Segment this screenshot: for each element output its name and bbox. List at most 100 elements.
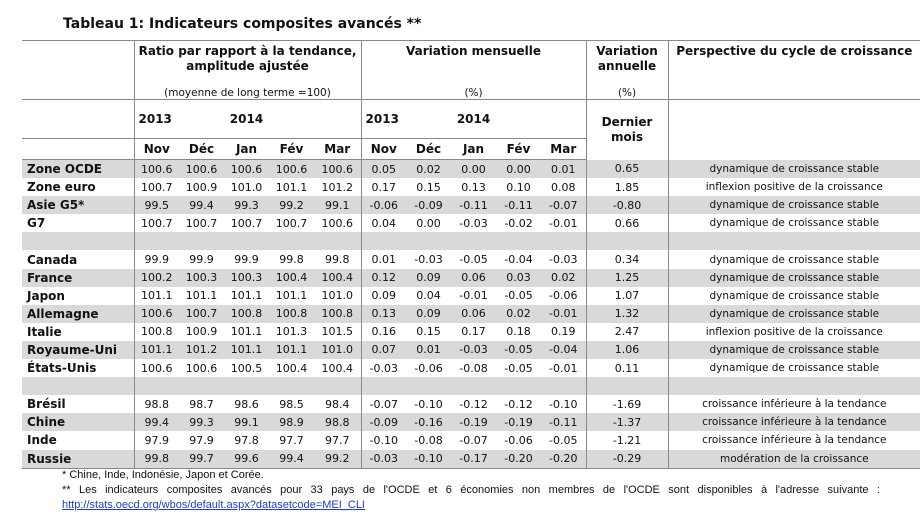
ratio-cell: 99.8 <box>279 253 304 267</box>
country-name: Allemagne <box>22 304 134 323</box>
ratio-cell: 100.6 <box>321 216 354 230</box>
variation-cell: -0.10 <box>360 431 407 450</box>
ratio-cell: 100.7 <box>133 178 179 197</box>
variation-cell: 0.16 <box>360 322 407 341</box>
ratio-cell: 100.6 <box>133 304 179 323</box>
variation-cell: -0.20 <box>541 449 587 469</box>
ratio-cell: 99.3 <box>224 196 269 215</box>
variation-cell: -0.07 <box>360 395 407 414</box>
perspective-cell: dynamique de croissance stable <box>667 214 920 233</box>
variation-cell: -0.12 <box>459 397 488 411</box>
ratio-cell: 101.1 <box>185 289 218 303</box>
ratio-cell: 100.4 <box>321 361 354 375</box>
ratio-cell: 98.8 <box>314 413 362 432</box>
ratio-cell: 97.9 <box>133 431 179 450</box>
table-row: G7 100.7 100.7 100.7 100.7 100.6 0.04 0.00 -0.… <box>22 214 920 233</box>
ratio-cell: 99.3 <box>179 413 224 432</box>
ratio-cell: 100.3 <box>179 268 224 287</box>
ratio-cell: 99.7 <box>179 449 224 469</box>
country-name: Brésil <box>27 397 66 412</box>
ratio-cell: 101.3 <box>275 325 308 339</box>
ratio-cell: 101.0 <box>321 289 354 303</box>
month-header: Mar <box>314 138 362 160</box>
variation-cell: 0.03 <box>496 268 542 287</box>
variation-cell: -0.01 <box>541 304 587 323</box>
ratio-cell: 100.7 <box>185 216 218 230</box>
variation-cell: -0.10 <box>406 449 452 469</box>
ratio-cell: 101.0 <box>314 340 362 360</box>
variation-cell: -0.05 <box>504 289 533 303</box>
variation-cell: 0.06 <box>451 268 497 287</box>
monthly-variation-header: Variation mensuelle <box>360 40 587 86</box>
perspective-cell: dynamique de croissance stable <box>667 268 920 287</box>
ratio-cell: 99.8 <box>133 449 179 469</box>
variation-cell: 0.10 <box>506 180 531 194</box>
ratio-cell: 99.9 <box>133 250 179 269</box>
annual-cell: 0.65 <box>585 159 669 179</box>
perspective-cell: inflexion positive de la croissance <box>667 322 920 341</box>
country-name: Canada <box>27 252 78 267</box>
footnote-asia: * Chine, Inde, Indonésie, Japon et Corée… <box>62 469 264 481</box>
variation-cell: -0.05 <box>504 361 533 375</box>
oecd-data-link[interactable]: http://stats.oecd.org/wbos/default.aspx?… <box>62 499 365 511</box>
variation-cell: -0.06 <box>549 289 578 303</box>
variation-cell: -0.01 <box>549 216 578 230</box>
annual-variation-unit: (%) <box>585 86 669 100</box>
ratio-cell: 100.4 <box>314 268 362 287</box>
country-name: G7 <box>27 216 46 231</box>
ratio-cell: 101.1 <box>230 289 263 303</box>
variation-cell: 0.00 <box>496 159 542 179</box>
variation-cell: -0.06 <box>504 433 533 447</box>
year-2014-ratio: 2014 <box>224 99 269 139</box>
perspective-cell: dynamique de croissance stable <box>667 196 920 215</box>
ratio-cell: 99.1 <box>314 196 362 215</box>
year-2013-ratio: 2013 <box>133 99 179 139</box>
variation-cell: -0.01 <box>459 289 488 303</box>
ratio-cell: 99.4 <box>179 196 224 215</box>
annual-cell: 2.47 <box>585 322 669 341</box>
ratio-cell: 101.2 <box>321 180 354 194</box>
variation-cell: 0.01 <box>360 250 407 269</box>
variation-cell: -0.05 <box>459 253 488 267</box>
annual-cell: -1.69 <box>585 395 669 414</box>
annual-cell: 1.07 <box>585 286 669 305</box>
variation-cell: 0.09 <box>406 304 452 323</box>
ratio-cell: 98.9 <box>269 413 314 432</box>
table-row: Royaume-Uni 101.1 101.2 101.1 101.1 101.0 0.… <box>22 340 920 360</box>
variation-cell: -0.20 <box>496 449 542 469</box>
ratio-cell: 99.4 <box>133 413 179 432</box>
indicators-table: Ratio par rapport à la tendance, amplitu… <box>22 40 920 469</box>
ratio-subheader: (moyenne de long terme =100) <box>133 86 362 100</box>
variation-cell: -0.05 <box>549 433 578 447</box>
variation-cell: 0.04 <box>360 214 407 233</box>
variation-cell: 0.02 <box>541 268 587 287</box>
country-name: Japon <box>27 288 65 303</box>
country-name: Asie G5* <box>22 196 134 215</box>
variation-cell: -0.09 <box>360 413 407 432</box>
table-row: Allemagne 100.6 100.7 100.8 100.8 100.8 0.13… <box>22 304 920 323</box>
variation-cell: 0.05 <box>360 159 407 179</box>
ratio-cell: 101.1 <box>133 340 179 360</box>
country-name: Inde <box>27 433 57 448</box>
variation-cell: -0.03 <box>451 340 497 360</box>
month-header: Jan <box>451 138 497 160</box>
annual-cell: -1.37 <box>585 413 669 432</box>
variation-cell: 0.09 <box>360 286 407 305</box>
ratio-cell: 100.7 <box>179 304 224 323</box>
variation-cell: 0.01 <box>541 159 587 179</box>
variation-cell: -0.19 <box>451 413 497 432</box>
ratio-cell: 97.7 <box>279 433 304 447</box>
variation-cell: 0.02 <box>406 159 452 179</box>
annual-cell: 1.06 <box>585 340 669 360</box>
ratio-cell: 100.9 <box>185 325 218 339</box>
ratio-cell: 100.7 <box>230 216 263 230</box>
ratio-cell: 100.8 <box>224 304 269 323</box>
variation-cell: 0.04 <box>416 289 441 303</box>
ratio-cell: 99.4 <box>269 449 314 469</box>
ratio-cell: 100.8 <box>133 322 179 341</box>
ratio-cell: 100.5 <box>230 361 263 375</box>
variation-cell: -0.06 <box>414 361 443 375</box>
ratio-cell: 100.6 <box>224 159 269 179</box>
variation-cell: -0.06 <box>360 196 407 215</box>
ratio-cell: 101.1 <box>269 340 314 360</box>
